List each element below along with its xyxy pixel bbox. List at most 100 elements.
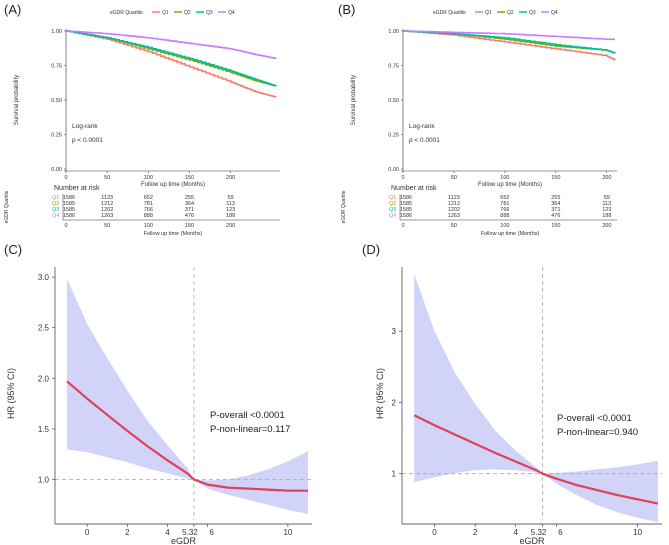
rcs2-y-axis-title: HR (95% CI): [6, 368, 16, 419]
km1-km-curve-Q4: [403, 30, 615, 41]
km0-risk-cell-Q4-4: 188: [226, 213, 235, 219]
km1-risk-row-label-Q1: Q1: [389, 195, 396, 201]
km0-legend-label-Q4: Q4: [228, 10, 235, 16]
rcs2-x-tick-label-1: 2: [125, 528, 130, 537]
km1-legend-label-Q1: Q1: [485, 10, 492, 16]
km0-risk-time-4: 200: [226, 223, 235, 229]
km0-risk-cell-Q2-2: 781: [144, 201, 153, 207]
km0-panel-label: (A): [4, 2, 21, 17]
km0-risk-cell-Q4-2: 888: [144, 213, 153, 219]
km1-risk-cell-Q4-3: 476: [551, 213, 560, 219]
rcs2-y-tick-label-2: 2.0: [38, 374, 50, 383]
km0-risk-time-1: 50: [104, 223, 110, 229]
km1-risk-cell-Q3-2: 766: [500, 207, 509, 213]
km1-x-tick-label-1: 50: [451, 175, 457, 181]
km0-risk-time-0: 0: [64, 223, 67, 229]
km0-y-tick-label-1: 0.25: [51, 133, 62, 139]
rcs2-x-tick-label-0: 0: [85, 528, 90, 537]
km1-annotation-pvalue: p < 0.0001: [409, 137, 440, 144]
km0-x-axis-title: Follow up time (Months): [141, 182, 205, 188]
rcs2-y-tick-label-1: 1.5: [38, 425, 50, 434]
km1-risk-cell-Q4-2: 888: [500, 213, 509, 219]
km0-legend-label-Q3: Q3: [206, 10, 213, 16]
km1-risk-cell-Q3-0: 1585: [400, 207, 412, 213]
rcs2-hr-curve: [66, 380, 308, 492]
rcs3-annotation-p-overall: P-overall <0.0001: [557, 413, 632, 424]
km0-legend-label-Q1: Q1: [162, 10, 169, 16]
km0-risk-cell-Q3-2: 766: [144, 207, 153, 213]
km0-risk-cell-Q4-1: 1263: [101, 213, 113, 219]
km0-x-tick-label-3: 150: [185, 175, 194, 181]
km1-risk-cell-Q2-1: 1212: [448, 201, 460, 207]
km0-risk-cell-Q2-1: 1212: [101, 201, 113, 207]
km1-x-axis-title: Follow up time (Months): [478, 182, 542, 188]
km0-y-tick-label-3: 0.75: [51, 64, 62, 70]
km1-y-tick-label-1: 0.25: [388, 133, 399, 139]
rcs3-x-tick-label-3: 5.32: [531, 528, 547, 537]
km1-risk-cell-Q3-4: 123: [602, 207, 611, 213]
km1-risk-cell-Q3-3: 371: [551, 207, 560, 213]
rcs2-x-tick-label-2: 4: [165, 528, 170, 537]
km1-km-curve-Q1: [403, 30, 616, 61]
km1-risk-cell-Q1-4: 59: [604, 195, 610, 201]
km0-risk-row-label-Q2: Q2: [52, 201, 59, 207]
km0-y-tick-label-2: 0.50: [51, 98, 62, 104]
km1-risk-time-2: 100: [500, 223, 509, 229]
km1-risk-time-4: 200: [602, 223, 611, 229]
km1-risk-row-label-Q4: Q4: [389, 213, 396, 219]
km1-km-curve-Q3: [403, 30, 616, 54]
km1-annotation-logrank: Log-rank: [409, 123, 435, 130]
km1-risk-time-0: 0: [401, 223, 404, 229]
km0-x-tick-label-2: 100: [144, 175, 153, 181]
km0-x-tick-label-0: 0: [64, 175, 67, 181]
km0-x-tick-label-1: 50: [104, 175, 110, 181]
km1-y-tick-label-0: 0.00: [388, 167, 399, 173]
km0-risk-cell-Q2-0: 1585: [63, 201, 75, 207]
km1-risk-cell-Q2-3: 364: [551, 201, 560, 207]
km0-risk-row-label-Q1: Q1: [52, 195, 59, 201]
km1-legend-label-Q4: Q4: [551, 10, 558, 16]
km0-y-tick-label-0: 0.00: [51, 167, 62, 173]
km0-x-tick-label-4: 200: [226, 175, 235, 181]
km0-risk-cell-Q3-1: 1202: [101, 207, 113, 213]
km0-km-curve-Q3: [66, 30, 277, 87]
rcs3-ci-band: [414, 274, 658, 523]
km1-risk-cell-Q1-2: 652: [500, 195, 509, 201]
rcs2-annotation-p-overall: P-overall <0.0001: [210, 410, 285, 421]
km1-y-axis-title: Survival probability: [351, 75, 357, 125]
km0-risk-cell-Q3-0: 1585: [63, 207, 75, 213]
rcs2-panel-label: (C): [4, 242, 22, 257]
rcs3-x-axis-title: eGDR: [519, 536, 545, 545]
km0-risk-cell-Q1-0: 1586: [63, 195, 75, 201]
km0-risk-time-3: 150: [185, 223, 194, 229]
km1-y-tick-label-4: 1.00: [388, 29, 399, 35]
km0-risk-cell-Q1-1: 1123: [101, 195, 113, 201]
km0-legend-label-Q2: Q2: [184, 10, 191, 16]
km1-risk-cell-Q1-0: 1586: [400, 195, 412, 201]
rcs2-y-tick-label-4: 3.0: [38, 273, 50, 282]
rcs3-x-tick-label-4: 6: [558, 528, 563, 537]
km1-panel-label: (B): [338, 2, 355, 17]
km0-risk-cell-Q2-4: 113: [226, 201, 235, 207]
km1-x-tick-label-0: 0: [401, 175, 404, 181]
km0-risk-y-title: eGDR Quartile: [4, 190, 10, 223]
km0-risk-cell-Q3-4: 123: [226, 207, 235, 213]
km1-legend-title: eGDR Quartile: [433, 10, 466, 16]
km1-risk-row-label-Q2: Q2: [389, 201, 396, 207]
rcs3-x-tick-label-1: 2: [473, 528, 478, 537]
km0-legend-title: eGDR Quartile: [110, 10, 143, 16]
km1-risk-x-title: Follow up time (Months): [481, 231, 540, 237]
km0-risk-cell-Q4-3: 476: [185, 213, 194, 219]
km0-risk-row-label-Q4: Q4: [52, 213, 59, 219]
rcs2-y-tick-label-0: 1.0: [38, 476, 50, 485]
km0-risk-cell-Q1-4: 59: [228, 195, 234, 201]
km0-risk-cell-Q2-3: 364: [185, 201, 194, 207]
rcs3-x-tick-label-5: 10: [633, 528, 642, 537]
km1-x-tick-label-4: 200: [602, 175, 611, 181]
km1-x-tick-label-2: 100: [500, 175, 509, 181]
km1-risk-cell-Q1-1: 1123: [448, 195, 460, 201]
rcs3-x-tick-label-2: 4: [514, 528, 519, 537]
rcs2-x-tick-label-4: 6: [209, 528, 214, 537]
km1-risk-cell-Q3-1: 1202: [448, 207, 460, 213]
